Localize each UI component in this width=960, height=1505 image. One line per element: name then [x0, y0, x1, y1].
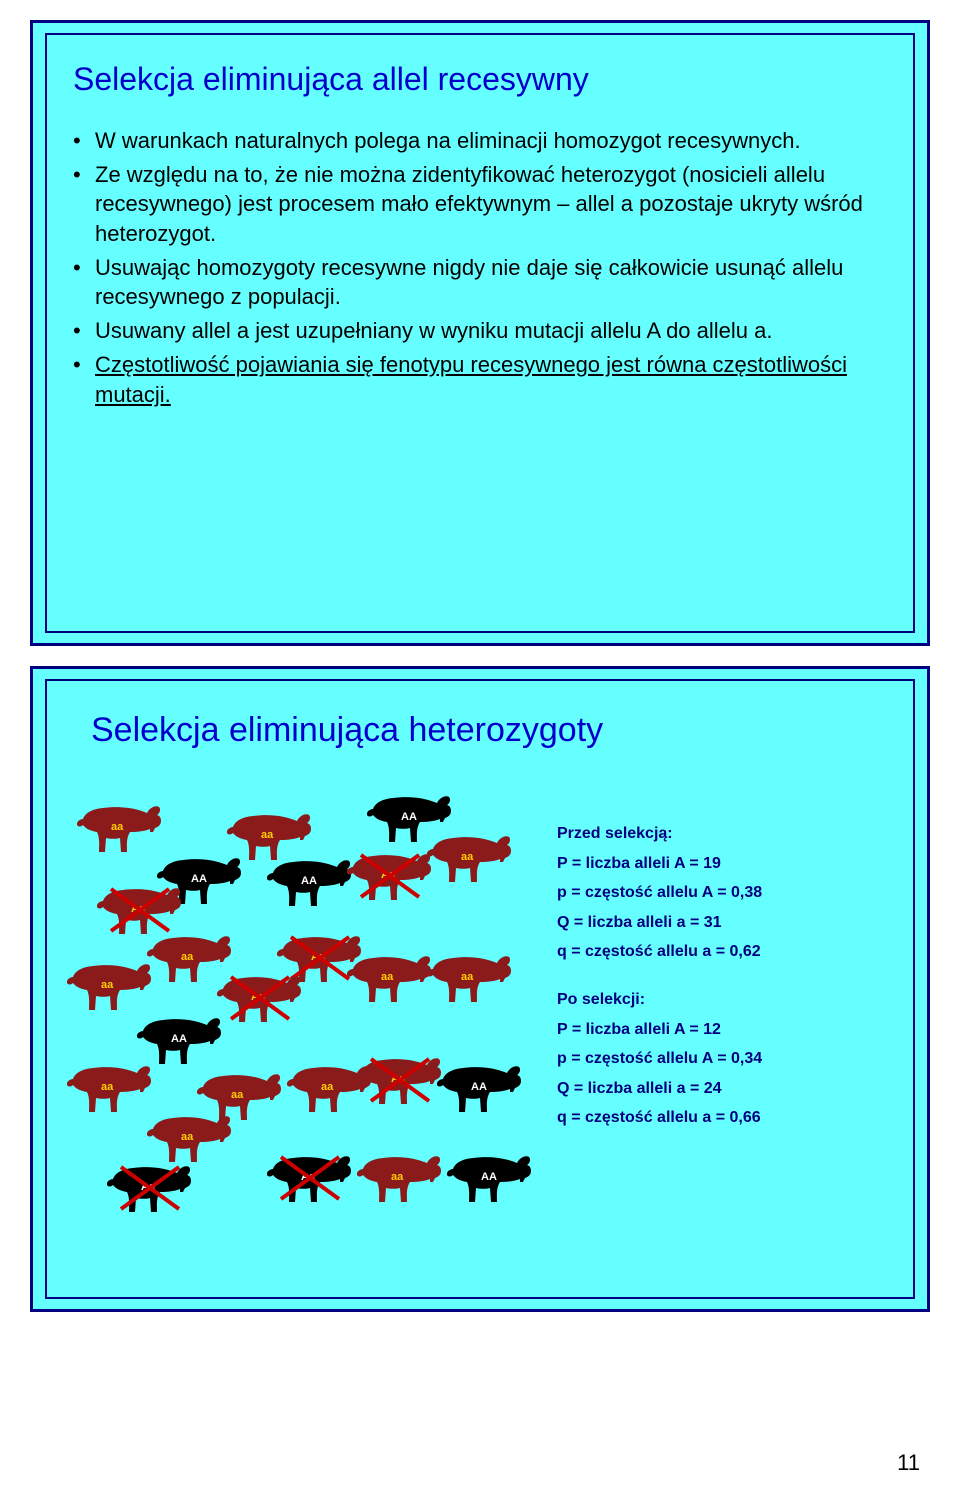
cow-icon [347, 849, 433, 905]
cow-5: AA [267, 855, 353, 911]
bullet-4: Częstotliwość pojawiania się fenotypu re… [73, 350, 887, 409]
cow-icon [267, 855, 353, 911]
cow-icon [67, 959, 153, 1015]
cow-23: aa [357, 1151, 443, 1207]
bullet-0: W warunkach naturalnych polega na elimin… [73, 126, 887, 156]
bullet-1: Ze względu na to, że nie można zidentyfi… [73, 160, 887, 249]
cow-icon [437, 1061, 523, 1117]
cow-20: aa [147, 1111, 233, 1167]
cow-icon [217, 971, 303, 1027]
cow-icon [427, 951, 513, 1007]
slide-2: Selekcja eliminująca heterozygoty aaaaAA… [30, 666, 930, 1312]
cow-21: Aa [107, 1161, 193, 1217]
cow-icon [357, 1053, 443, 1109]
before-line-0: P = liczba alleli A = 19 [557, 849, 897, 879]
after-line-2: Q = liczba alleli a = 24 [557, 1074, 897, 1104]
slide-1: Selekcja eliminująca allel recesywny W w… [30, 20, 930, 646]
slide-1-title: Selekcja eliminująca allel recesywny [73, 61, 887, 98]
before-line-1: p = częstość allelu A = 0,38 [557, 878, 897, 908]
cow-13: aa [427, 951, 513, 1007]
before-heading: Przed selekcją: [557, 819, 897, 849]
cow-icon [267, 1151, 353, 1207]
after-heading: Po selekcji: [557, 985, 897, 1015]
cow-icon [107, 1161, 193, 1217]
page-number: 11 [897, 1450, 920, 1476]
cow-12: aa [347, 951, 433, 1007]
cow-icon [357, 1151, 443, 1207]
cow-22: Aa [267, 1151, 353, 1207]
cow-icon [77, 801, 163, 857]
cow-15: aa [67, 1061, 153, 1117]
bullet-2: Usuwając homozygoty recesywne nigdy nie … [73, 253, 887, 312]
cow-24: AA [447, 1151, 533, 1207]
after-line-3: q = częstość allelu a = 0,66 [557, 1103, 897, 1133]
slide-2-title: Selekcja eliminująca heterozygoty [91, 711, 887, 750]
cow-icon [347, 951, 433, 1007]
after-line-0: P = liczba alleli A = 12 [557, 1015, 897, 1045]
cow-0: aa [77, 801, 163, 857]
cow-herd-diagram: aaaaAAaaAAAAAaAaaaAaaaAaaaaaAAaaaaaaAaAA… [67, 791, 537, 1241]
before-line-3: q = częstość allelu a = 0,62 [557, 937, 897, 967]
cow-icon [147, 1111, 233, 1167]
slide-1-bullets: W warunkach naturalnych polega na elimin… [73, 126, 887, 409]
cow-10: aa [67, 959, 153, 1015]
slide-2-frame: Selekcja eliminująca heterozygoty aaaaAA… [45, 679, 915, 1299]
cow-icon [447, 1151, 533, 1207]
after-line-1: p = częstość allelu A = 0,34 [557, 1044, 897, 1074]
cow-11: Aa [217, 971, 303, 1027]
bullet-3: Usuwany allel a jest uzupełniany w wynik… [73, 316, 887, 346]
cow-6: Aa [347, 849, 433, 905]
cow-icon [427, 831, 513, 887]
selection-stats: Przed selekcją: P = liczba alleli A = 19… [557, 801, 897, 1133]
slide-1-frame: Selekcja eliminująca allel recesywny W w… [45, 33, 915, 633]
before-line-2: Q = liczba alleli a = 31 [557, 908, 897, 938]
cow-18: Aa [357, 1053, 443, 1109]
cow-3: aa [427, 831, 513, 887]
cow-19: AA [437, 1061, 523, 1117]
cow-icon [67, 1061, 153, 1117]
